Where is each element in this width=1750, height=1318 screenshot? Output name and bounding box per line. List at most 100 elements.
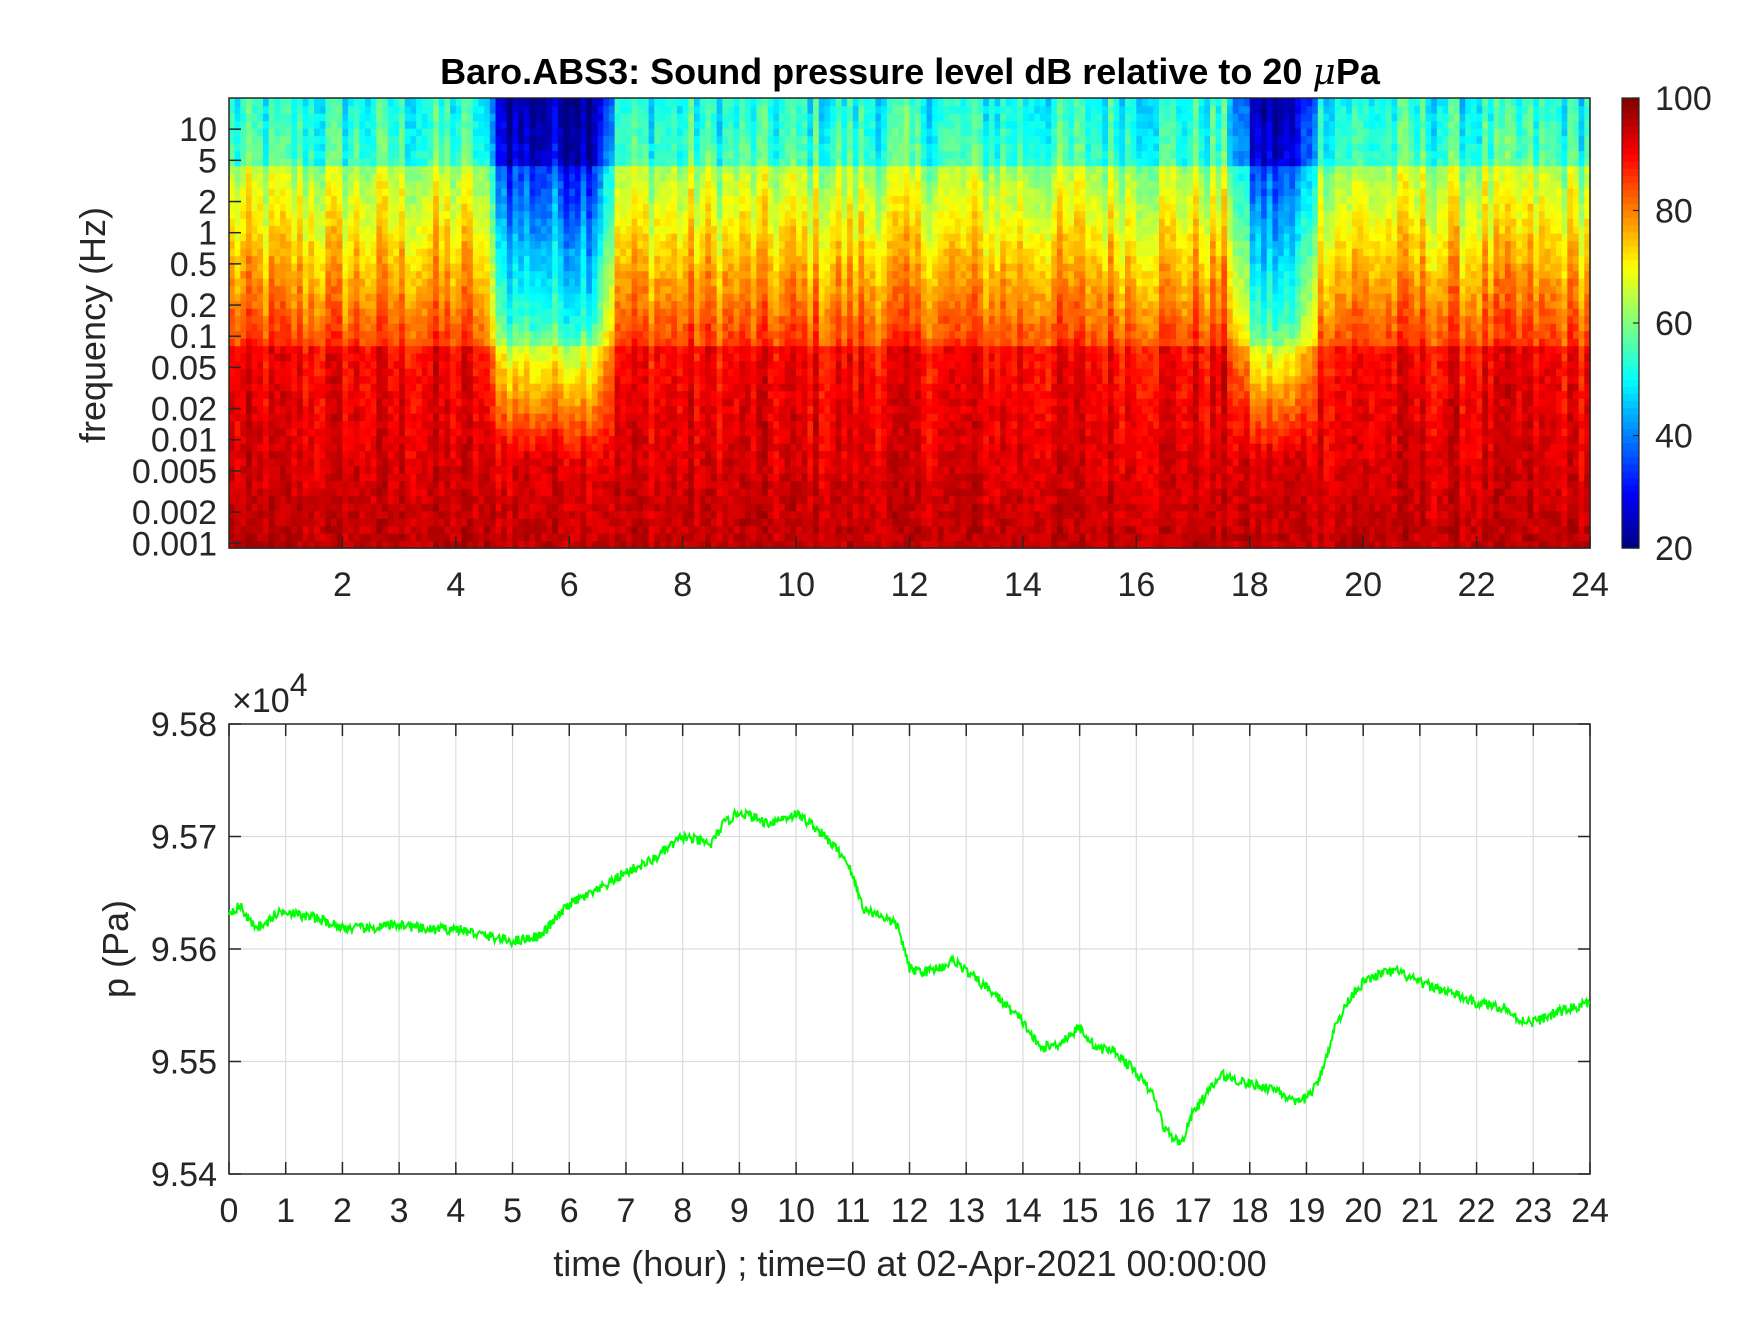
heatmap-cell	[546, 188, 553, 197]
heatmap-cell	[348, 458, 355, 467]
heatmap-cell	[370, 98, 378, 107]
heatmap-cell	[597, 263, 604, 272]
heatmap-cell	[467, 180, 474, 189]
heatmap-cell	[557, 473, 565, 482]
heatmap-cell	[535, 458, 542, 467]
heatmap-cell	[642, 248, 650, 257]
heatmap-cell	[563, 533, 570, 542]
heatmap-cell	[563, 225, 570, 234]
heatmap-cell	[450, 128, 457, 137]
heatmap-cell	[506, 510, 514, 519]
heatmap-cell	[455, 503, 463, 512]
heatmap-cell	[302, 225, 310, 234]
heatmap-cell	[336, 120, 344, 129]
heatmap-cell	[404, 143, 412, 152]
heatmap-cell	[438, 495, 446, 504]
heatmap-cell	[370, 458, 378, 467]
heatmap-cell	[365, 458, 372, 467]
heatmap-cell	[308, 413, 315, 422]
heatmap-cell	[506, 173, 514, 182]
heatmap-cell	[382, 113, 389, 122]
heatmap-cell	[410, 443, 417, 452]
heatmap-cell	[552, 345, 559, 354]
heatmap-cell	[410, 540, 417, 549]
heatmap-cell	[535, 443, 542, 452]
heatmap-cell	[404, 503, 412, 512]
heatmap-cell	[353, 405, 361, 414]
heatmap-cell	[416, 443, 423, 452]
heatmap-cell	[410, 270, 417, 279]
heatmap-cell	[257, 293, 264, 302]
heatmap-cell	[682, 495, 690, 504]
heatmap-cell	[444, 495, 451, 504]
heatmap-cell	[421, 405, 429, 414]
heatmap-cell	[291, 308, 298, 317]
heatmap-cell	[240, 113, 247, 122]
heatmap-cell	[603, 270, 610, 279]
heatmap-cell	[699, 488, 707, 497]
heatmap-cell	[489, 113, 497, 122]
heatmap-cell	[546, 315, 553, 324]
heatmap-cell	[688, 195, 695, 204]
heatmap-cell	[359, 435, 366, 444]
heatmap-cell	[314, 458, 321, 467]
heatmap-cell	[353, 330, 361, 339]
heatmap-cell	[450, 360, 457, 369]
heatmap-cell	[280, 518, 287, 527]
heatmap-cell	[336, 518, 344, 527]
heatmap-cell	[387, 315, 395, 324]
heatmap-cell	[665, 495, 673, 504]
heatmap-cell	[438, 278, 446, 287]
heatmap-cell	[546, 330, 553, 339]
heatmap-cell	[325, 233, 332, 242]
heatmap-cell	[416, 128, 423, 137]
heatmap-cell	[620, 225, 627, 234]
heatmap-cell	[682, 533, 690, 542]
heatmap-cell	[342, 300, 349, 309]
heatmap-cell	[421, 465, 429, 474]
heatmap-cell	[625, 188, 633, 197]
heatmap-cell	[257, 428, 264, 437]
heatmap-cell	[682, 293, 690, 302]
heatmap-cell	[557, 435, 565, 444]
heatmap-cell	[370, 203, 378, 212]
heatmap-cell	[387, 405, 395, 414]
heatmap-cell	[518, 413, 525, 422]
heatmap-cell	[359, 203, 366, 212]
heatmap-cell	[529, 383, 536, 392]
heatmap-cell	[393, 285, 400, 294]
heatmap-cell	[229, 113, 236, 122]
heatmap-cell	[353, 473, 361, 482]
heatmap-cell	[444, 518, 451, 527]
heatmap-cell	[427, 435, 434, 444]
heatmap-cell	[642, 398, 650, 407]
heatmap-cell	[325, 165, 332, 174]
heatmap-cell	[614, 158, 621, 167]
heatmap-cell	[308, 150, 315, 159]
heatmap-cell	[427, 150, 434, 159]
heatmap-cell	[370, 278, 378, 287]
heatmap-cell	[365, 270, 372, 279]
heatmap-cell	[518, 525, 525, 534]
heatmap-cell	[625, 293, 633, 302]
heatmap-cell	[404, 473, 412, 482]
heatmap-cell	[376, 188, 383, 197]
heatmap-cell	[631, 503, 638, 512]
heatmap-cell	[597, 135, 604, 144]
heatmap-cell	[614, 510, 621, 519]
heatmap-cell	[484, 270, 491, 279]
heatmap-cell	[484, 308, 491, 317]
heatmap-cell	[586, 105, 593, 114]
heatmap-cell	[308, 210, 315, 219]
heatmap-cell	[665, 203, 673, 212]
heatmap-cell	[512, 510, 519, 519]
heatmap-cell	[540, 525, 548, 534]
heatmap-cell	[246, 495, 253, 504]
heatmap-cell	[416, 488, 423, 497]
heatmap-cell	[506, 120, 514, 129]
heatmap-cell	[484, 495, 491, 504]
heatmap-cell	[229, 158, 236, 167]
heatmap-cell	[699, 525, 707, 534]
heatmap-cell	[257, 383, 264, 392]
